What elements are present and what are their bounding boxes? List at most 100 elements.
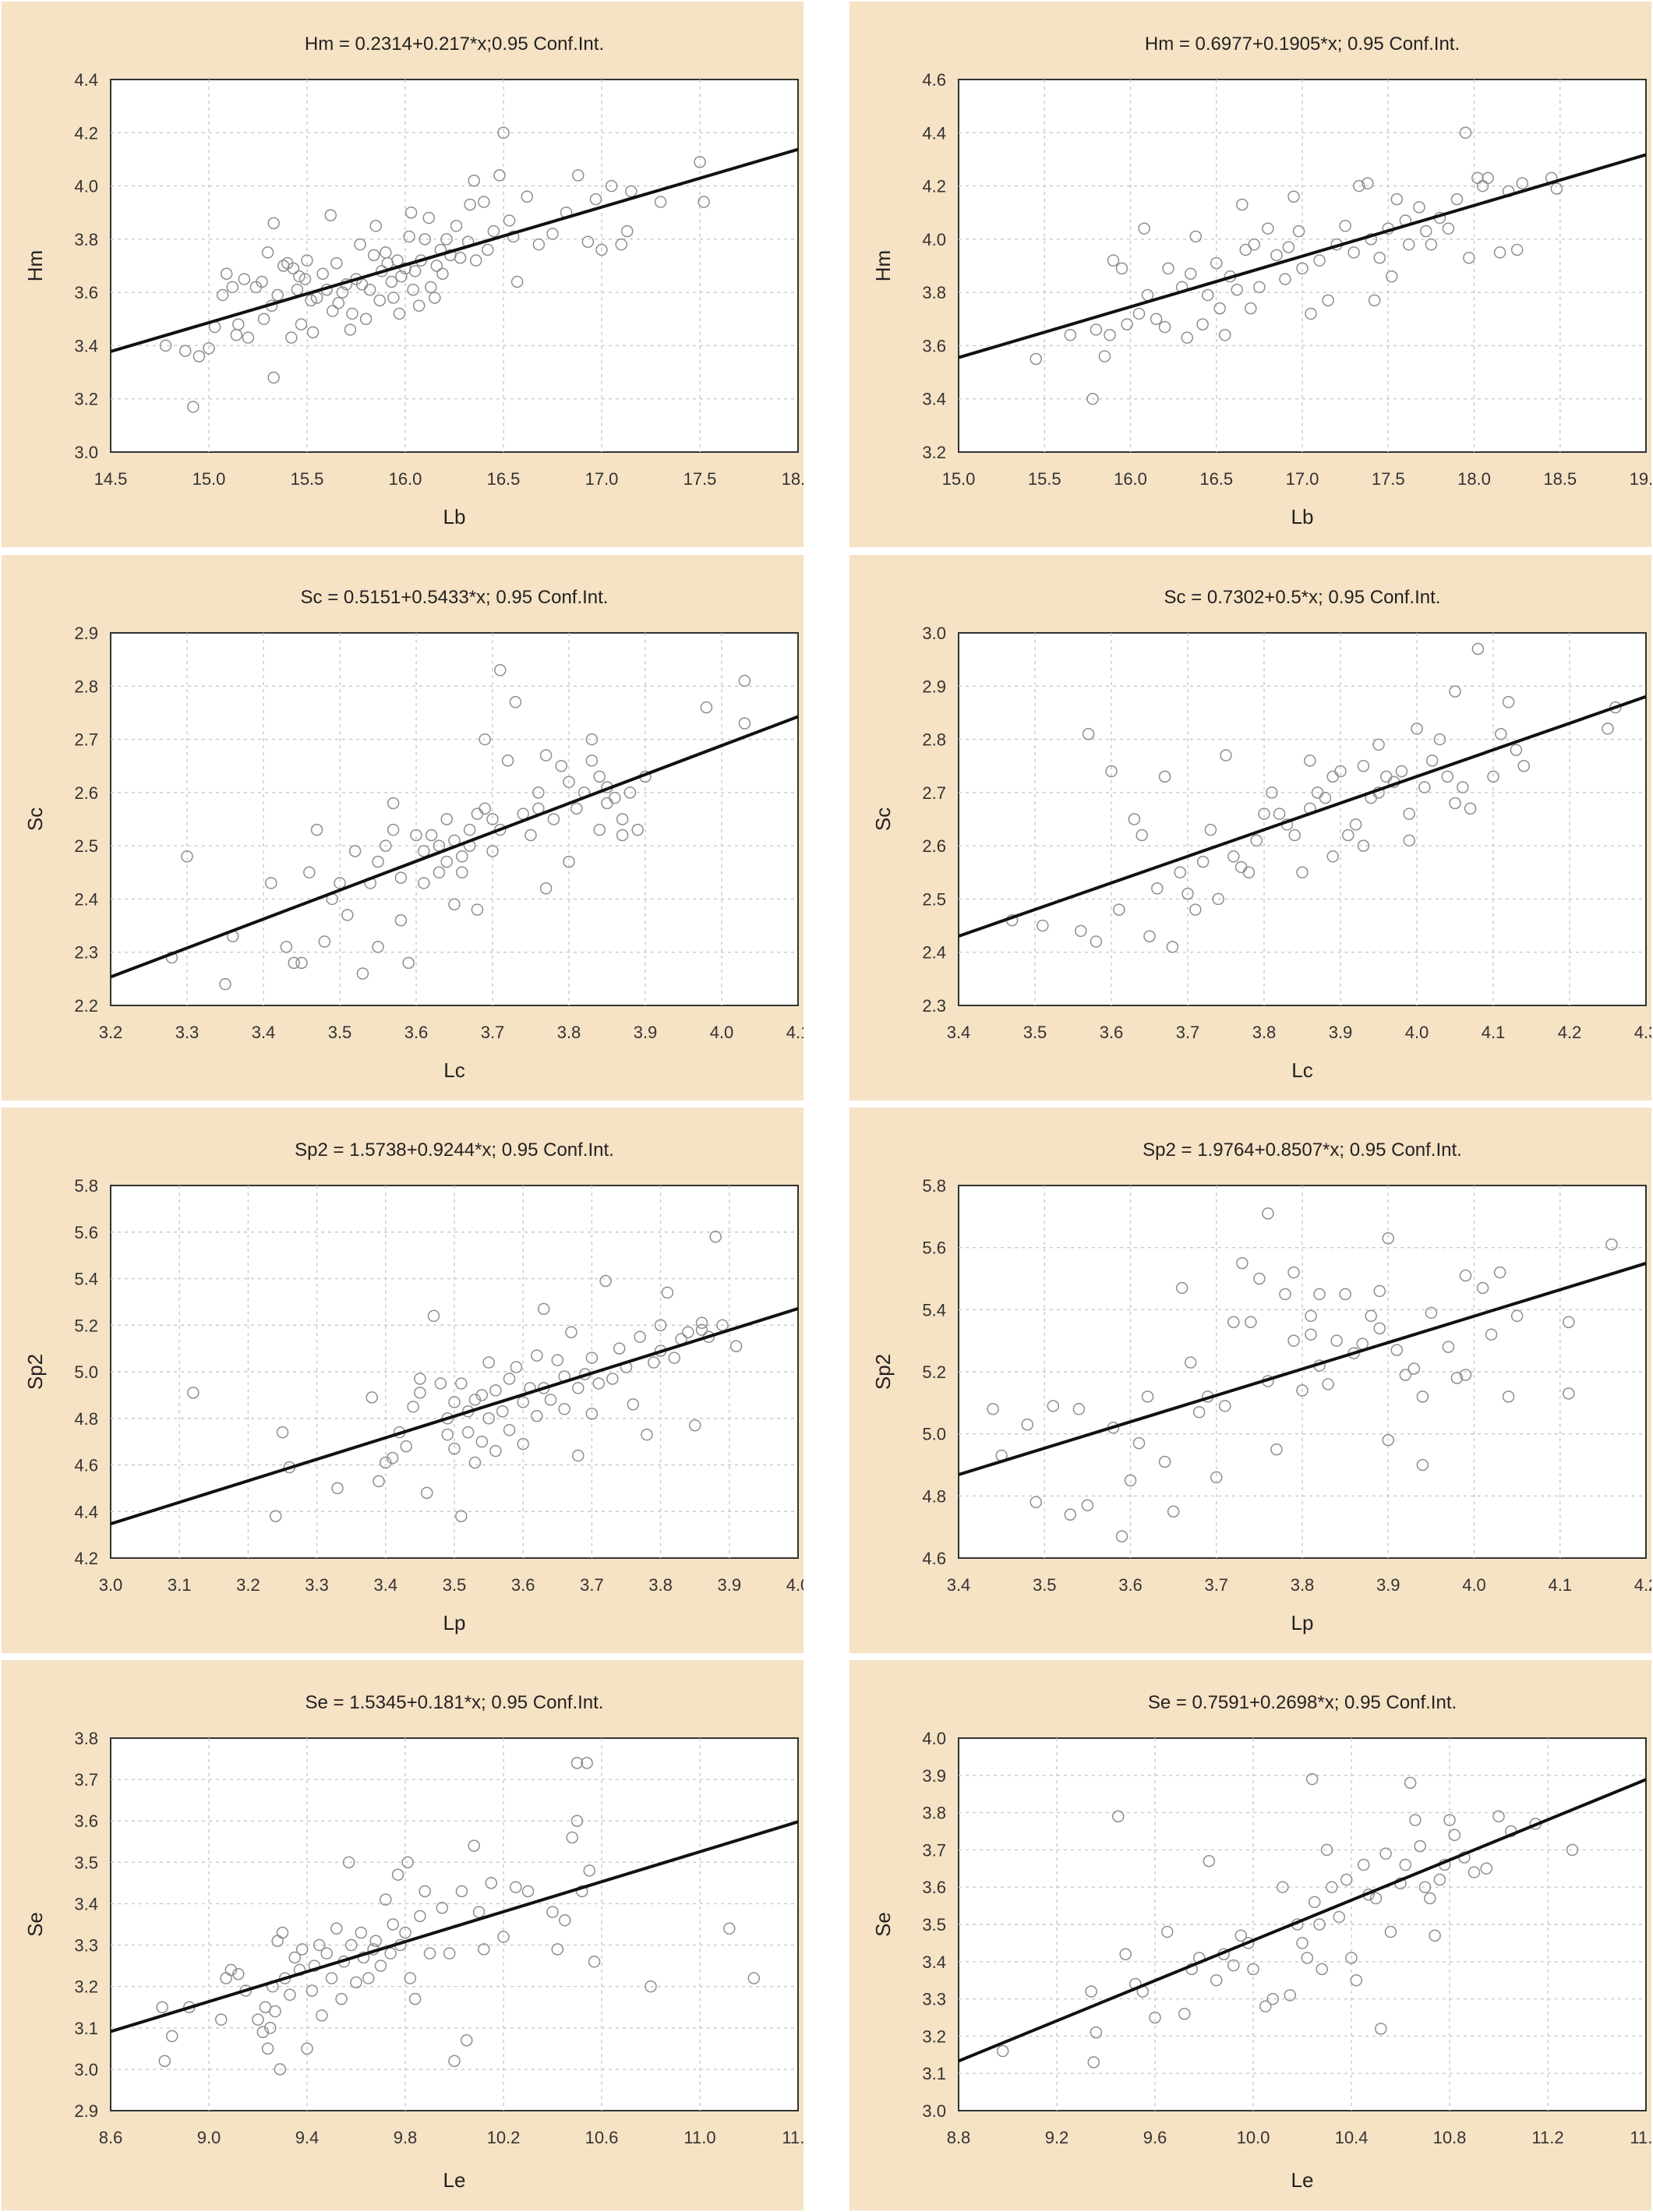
y-axis-label: Hm [23,250,47,281]
data-point [486,845,499,857]
data-point [1305,1772,1319,1786]
data-point [425,829,438,842]
data-point [344,1938,358,1952]
chart-svg: Sp2 = 1.5738+0.9244*x; 0.95 Conf.Int. 3.0… [23,1140,804,1634]
y-tick-label: 5.4 [74,1270,98,1289]
y-axis-label: Sp2 [23,1354,47,1390]
chart-svg: Se = 1.5345+0.181*x; 0.95 Conf.Int. 8.6 9.… [23,1692,804,2192]
data-point [539,749,553,761]
data-point [544,1394,557,1406]
x-tick-label: 3.6 [404,1023,429,1042]
data-point [1362,177,1374,189]
data-point [1270,1443,1283,1456]
data-point [1349,818,1362,831]
x-tick-label: 3.9 [718,1575,742,1595]
y-tick-label: 5.8 [74,1176,98,1196]
data-point [475,1435,489,1448]
data-point [1242,866,1256,879]
data-point [362,1972,375,1984]
x-tick-label: 16.5 [487,469,521,489]
data-point [436,267,449,280]
data-point [605,179,618,193]
data-point [1090,2026,1103,2039]
data-point [463,823,476,836]
data-point [1219,329,1231,341]
data-point [1433,733,1446,746]
data-point [1141,1390,1154,1403]
data-point [393,307,406,320]
data-point [1064,329,1077,341]
data-point [261,2042,274,2055]
data-point [585,733,599,746]
data-point [325,1972,338,1984]
data-point [348,845,362,857]
data-point [1296,262,1309,275]
regression-line [959,153,1646,359]
data-point [1502,696,1515,708]
y-tick-label: 3.3 [922,1990,946,2009]
data-point [192,350,206,362]
data-point [510,1881,522,1893]
data-point [510,275,524,288]
data-point [335,1992,348,2005]
regression-line [111,715,798,979]
data-point [1196,318,1209,330]
data-point [688,1419,701,1432]
data-point [592,1377,605,1390]
data-point [1138,222,1150,235]
data-point [1365,1309,1377,1323]
chart-svg: Hm = 0.6977+0.1905*x; 0.95 Conf.Int. 15.0… [871,34,1651,528]
chart-svg: Sp2 = 1.9764+0.8507*x; 0.95 Conf.Int. 3.4… [871,1140,1651,1634]
data-point [1210,256,1223,270]
data-point [1115,1530,1128,1542]
x-tick-label: 3.6 [511,1575,535,1595]
data-point [1107,254,1120,267]
x-tick-label: 11.6 [1630,2128,1651,2147]
x-tick-label: 9.2 [1045,2128,1069,2147]
y-tick-label: 5.6 [922,1239,946,1258]
data-point [1231,283,1243,296]
data-point [408,265,422,277]
data-point [374,1959,387,1972]
data-point [387,823,400,836]
data-point [1288,829,1301,842]
data-point [1457,781,1469,793]
data-point [1334,765,1347,778]
data-point [220,267,233,280]
data-point [599,1274,612,1288]
data-point [1124,1474,1137,1487]
data-point [301,254,313,267]
data-point [1563,1387,1575,1400]
data-point [1464,802,1477,815]
data-point [723,1922,736,1935]
x-tick-label: 3.6 [1100,1023,1124,1042]
data-point [1395,765,1408,778]
y-tick-label: 4.2 [922,177,946,196]
data-point [654,196,667,208]
regression-line [111,1307,798,1525]
data-point [634,1330,646,1343]
data-point [1313,254,1326,267]
data-point [661,1286,674,1299]
x-tick-label: 3.7 [580,1575,604,1595]
data-point [551,1354,564,1366]
data-point [456,850,468,863]
data-point [1259,2000,1272,2012]
y-tick-label: 3.2 [74,1977,98,1997]
data-point [219,977,231,991]
data-point [440,855,453,868]
y-tick-label: 4.2 [74,123,98,143]
data-point [285,331,298,344]
data-point [1403,807,1415,820]
data-point [1227,1959,1240,1972]
x-tick-label: 17.5 [1372,469,1405,489]
data-point [583,1864,595,1877]
data-point [585,1408,599,1420]
x-tick-label: 16.5 [1199,469,1233,489]
data-point [320,1947,333,1959]
data-point [485,1877,497,1889]
x-tick-label: 18.0 [1457,469,1491,489]
plot-area [958,632,1647,1006]
data-point [456,866,468,879]
y-tick-label: 2.9 [922,677,946,696]
